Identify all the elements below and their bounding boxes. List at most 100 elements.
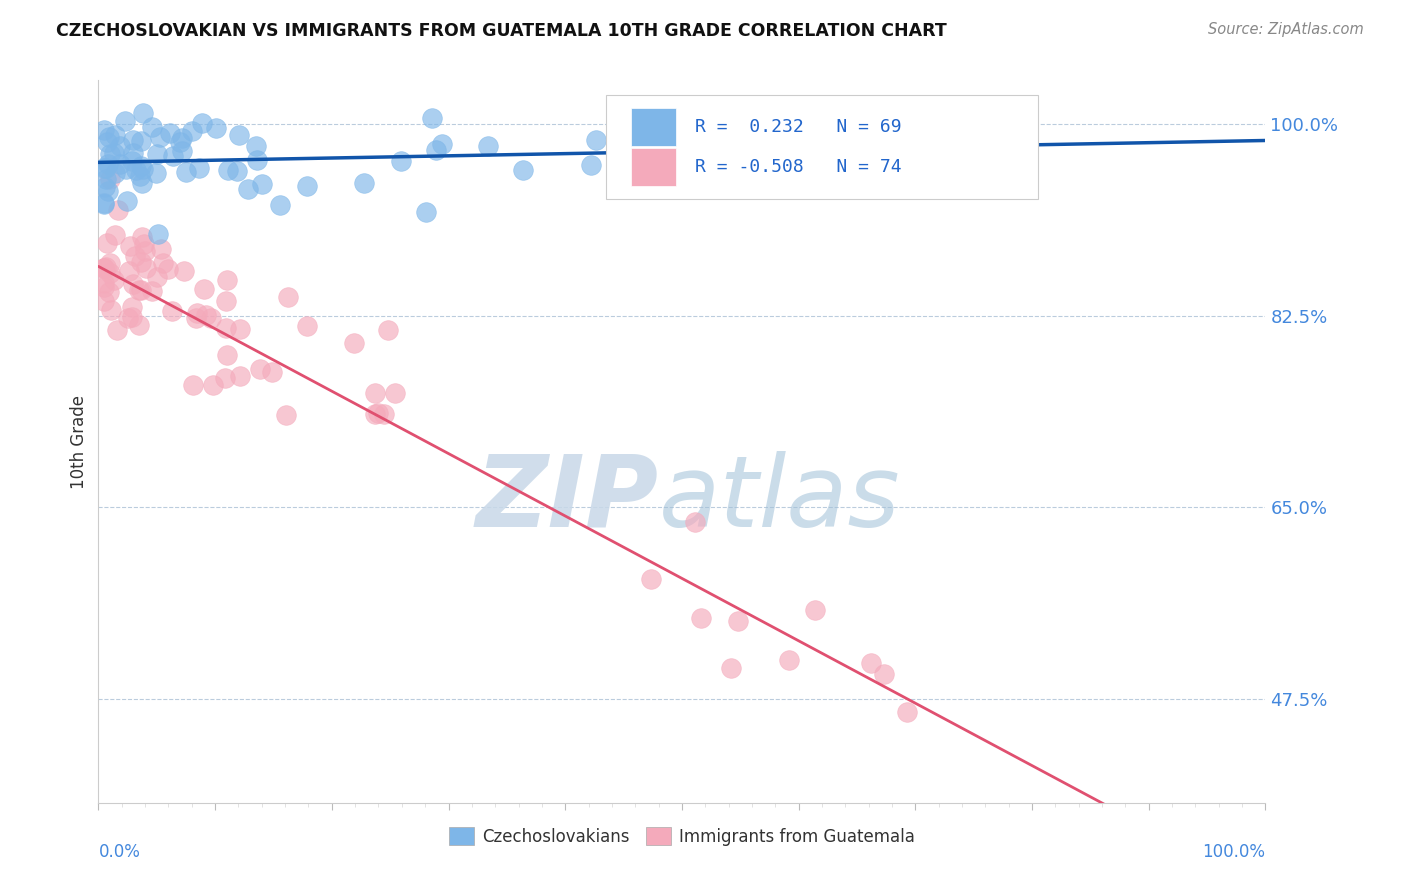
Point [156,261,179,276]
Point [200,310,222,325]
Text: 0.0%: 0.0% [98,843,141,861]
Point [162,149,184,163]
FancyBboxPatch shape [606,95,1038,200]
Point [117,310,139,325]
Point [896,705,918,719]
Point [477,138,499,153]
Point [93,293,115,308]
Point [201,378,224,392]
Text: atlas: atlas [658,450,900,548]
Point [425,143,447,157]
Point [96,135,118,149]
Point [146,227,169,241]
Point [193,282,215,296]
Point [96,260,118,274]
Point [181,378,204,392]
Point [93,260,115,275]
Point [100,302,122,317]
Point [93,276,115,290]
Point [727,614,749,628]
Point [146,270,169,285]
Point [131,230,153,244]
Point [108,156,131,170]
Point [683,515,706,529]
Point [145,165,167,179]
Point [114,161,136,176]
Point [215,273,238,287]
Point [217,163,239,178]
Point [132,162,155,177]
Point [269,198,291,212]
Point [873,667,896,681]
Point [384,386,406,401]
Point [215,294,238,309]
Point [121,300,143,314]
Point [131,160,153,174]
Point [262,365,284,379]
Point [778,653,800,667]
Point [121,310,143,324]
Point [97,130,120,145]
Point [97,184,120,198]
Point [169,136,191,150]
Point [343,336,366,351]
Point [184,311,207,326]
Point [295,178,318,193]
Point [131,106,153,120]
Point [430,136,453,151]
Point [118,238,141,252]
Point [214,371,236,385]
Point [114,114,136,128]
Point [93,161,115,175]
Point [105,323,128,337]
Point [98,171,121,186]
Point [181,123,204,137]
Point [512,163,534,178]
Point [277,290,299,304]
Point [159,126,181,140]
Point [104,128,127,143]
Point [245,138,267,153]
Point [249,361,271,376]
Point [228,128,250,143]
Point [229,321,252,335]
Text: ZIP: ZIP [475,450,658,548]
Point [98,255,121,269]
Point [236,182,259,196]
Point [195,308,218,322]
Point [172,145,194,159]
Point [118,264,141,278]
Point [420,111,443,125]
Point [873,159,896,173]
Point [134,244,156,258]
Point [125,163,148,178]
Point [93,196,115,211]
Point [131,176,153,190]
Point [186,305,208,319]
Point [723,151,745,165]
Text: R = -0.508   N = 74: R = -0.508 N = 74 [695,158,901,176]
Point [93,260,115,275]
Point [104,227,127,242]
Point [149,129,172,144]
Point [250,177,273,191]
Point [804,602,827,616]
Text: CZECHOSLOVAKIAN VS IMMIGRANTS FROM GUATEMALA 10TH GRADE CORRELATION CHART: CZECHOSLOVAKIAN VS IMMIGRANTS FROM GUATE… [56,22,948,40]
Point [129,284,152,298]
Point [146,147,169,161]
Point [97,285,120,299]
Text: 100.0%: 100.0% [1202,843,1265,861]
Point [97,157,120,171]
Point [377,323,399,337]
Point [226,164,249,178]
Point [415,204,437,219]
Point [141,120,163,134]
Point [110,139,132,153]
Point [170,131,193,145]
Point [160,304,183,318]
Point [135,260,157,275]
Point [295,318,318,333]
Point [174,164,197,178]
Point [640,572,662,586]
Point [215,348,238,362]
